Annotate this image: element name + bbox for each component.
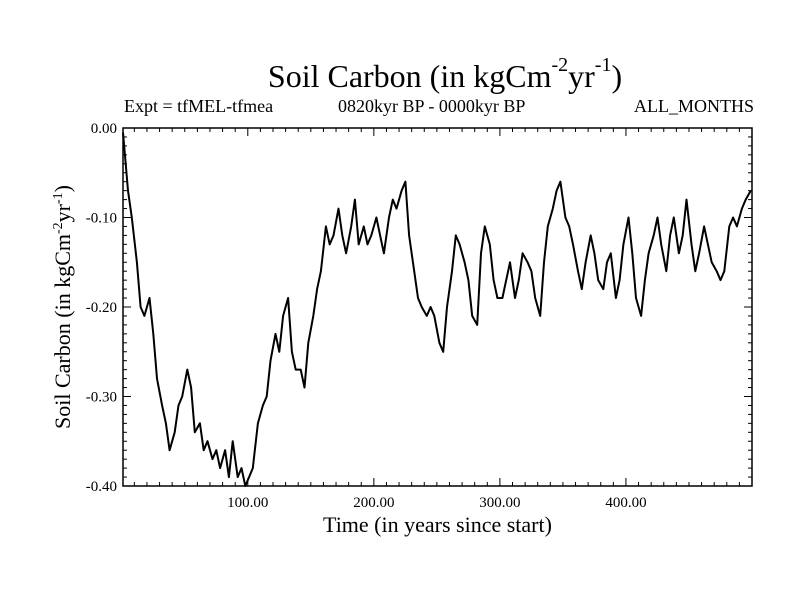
time-range-label: 0820kyr BP - 0000kyr BP [338,96,526,116]
tick-labels: 100.00 200.00 300.00 400.00 0.00 -0.10 -0.20 -0… [86,121,647,511]
x-tick-label: 300.00 [479,495,520,511]
months-label: ALL_MONTHS [634,96,754,116]
y-tick-label: -0.10 [86,211,117,227]
series-line-soil-carbon [122,132,752,487]
y-tick-label: -0.40 [86,479,117,495]
y-axis-label: Soil Carbon (in kgCm-2yr-1) [50,185,75,429]
chart-title: Soil Carbon (in kgCm-2yr-1) [267,54,623,94]
y-tick-label: -0.30 [86,390,117,406]
x-axis-label: Time (in years since start) [323,512,552,537]
y-tick-label: 0.00 [91,121,117,137]
x-tick-label: 400.00 [605,495,646,511]
y-tick-label: -0.20 [86,300,117,316]
plot-frame [122,127,753,487]
x-tick-label: 200.00 [353,495,394,511]
tick-marks [123,127,752,487]
experiment-label: Expt = tfMEL-tfmea [124,96,274,116]
x-tick-label: 100.00 [227,495,268,511]
